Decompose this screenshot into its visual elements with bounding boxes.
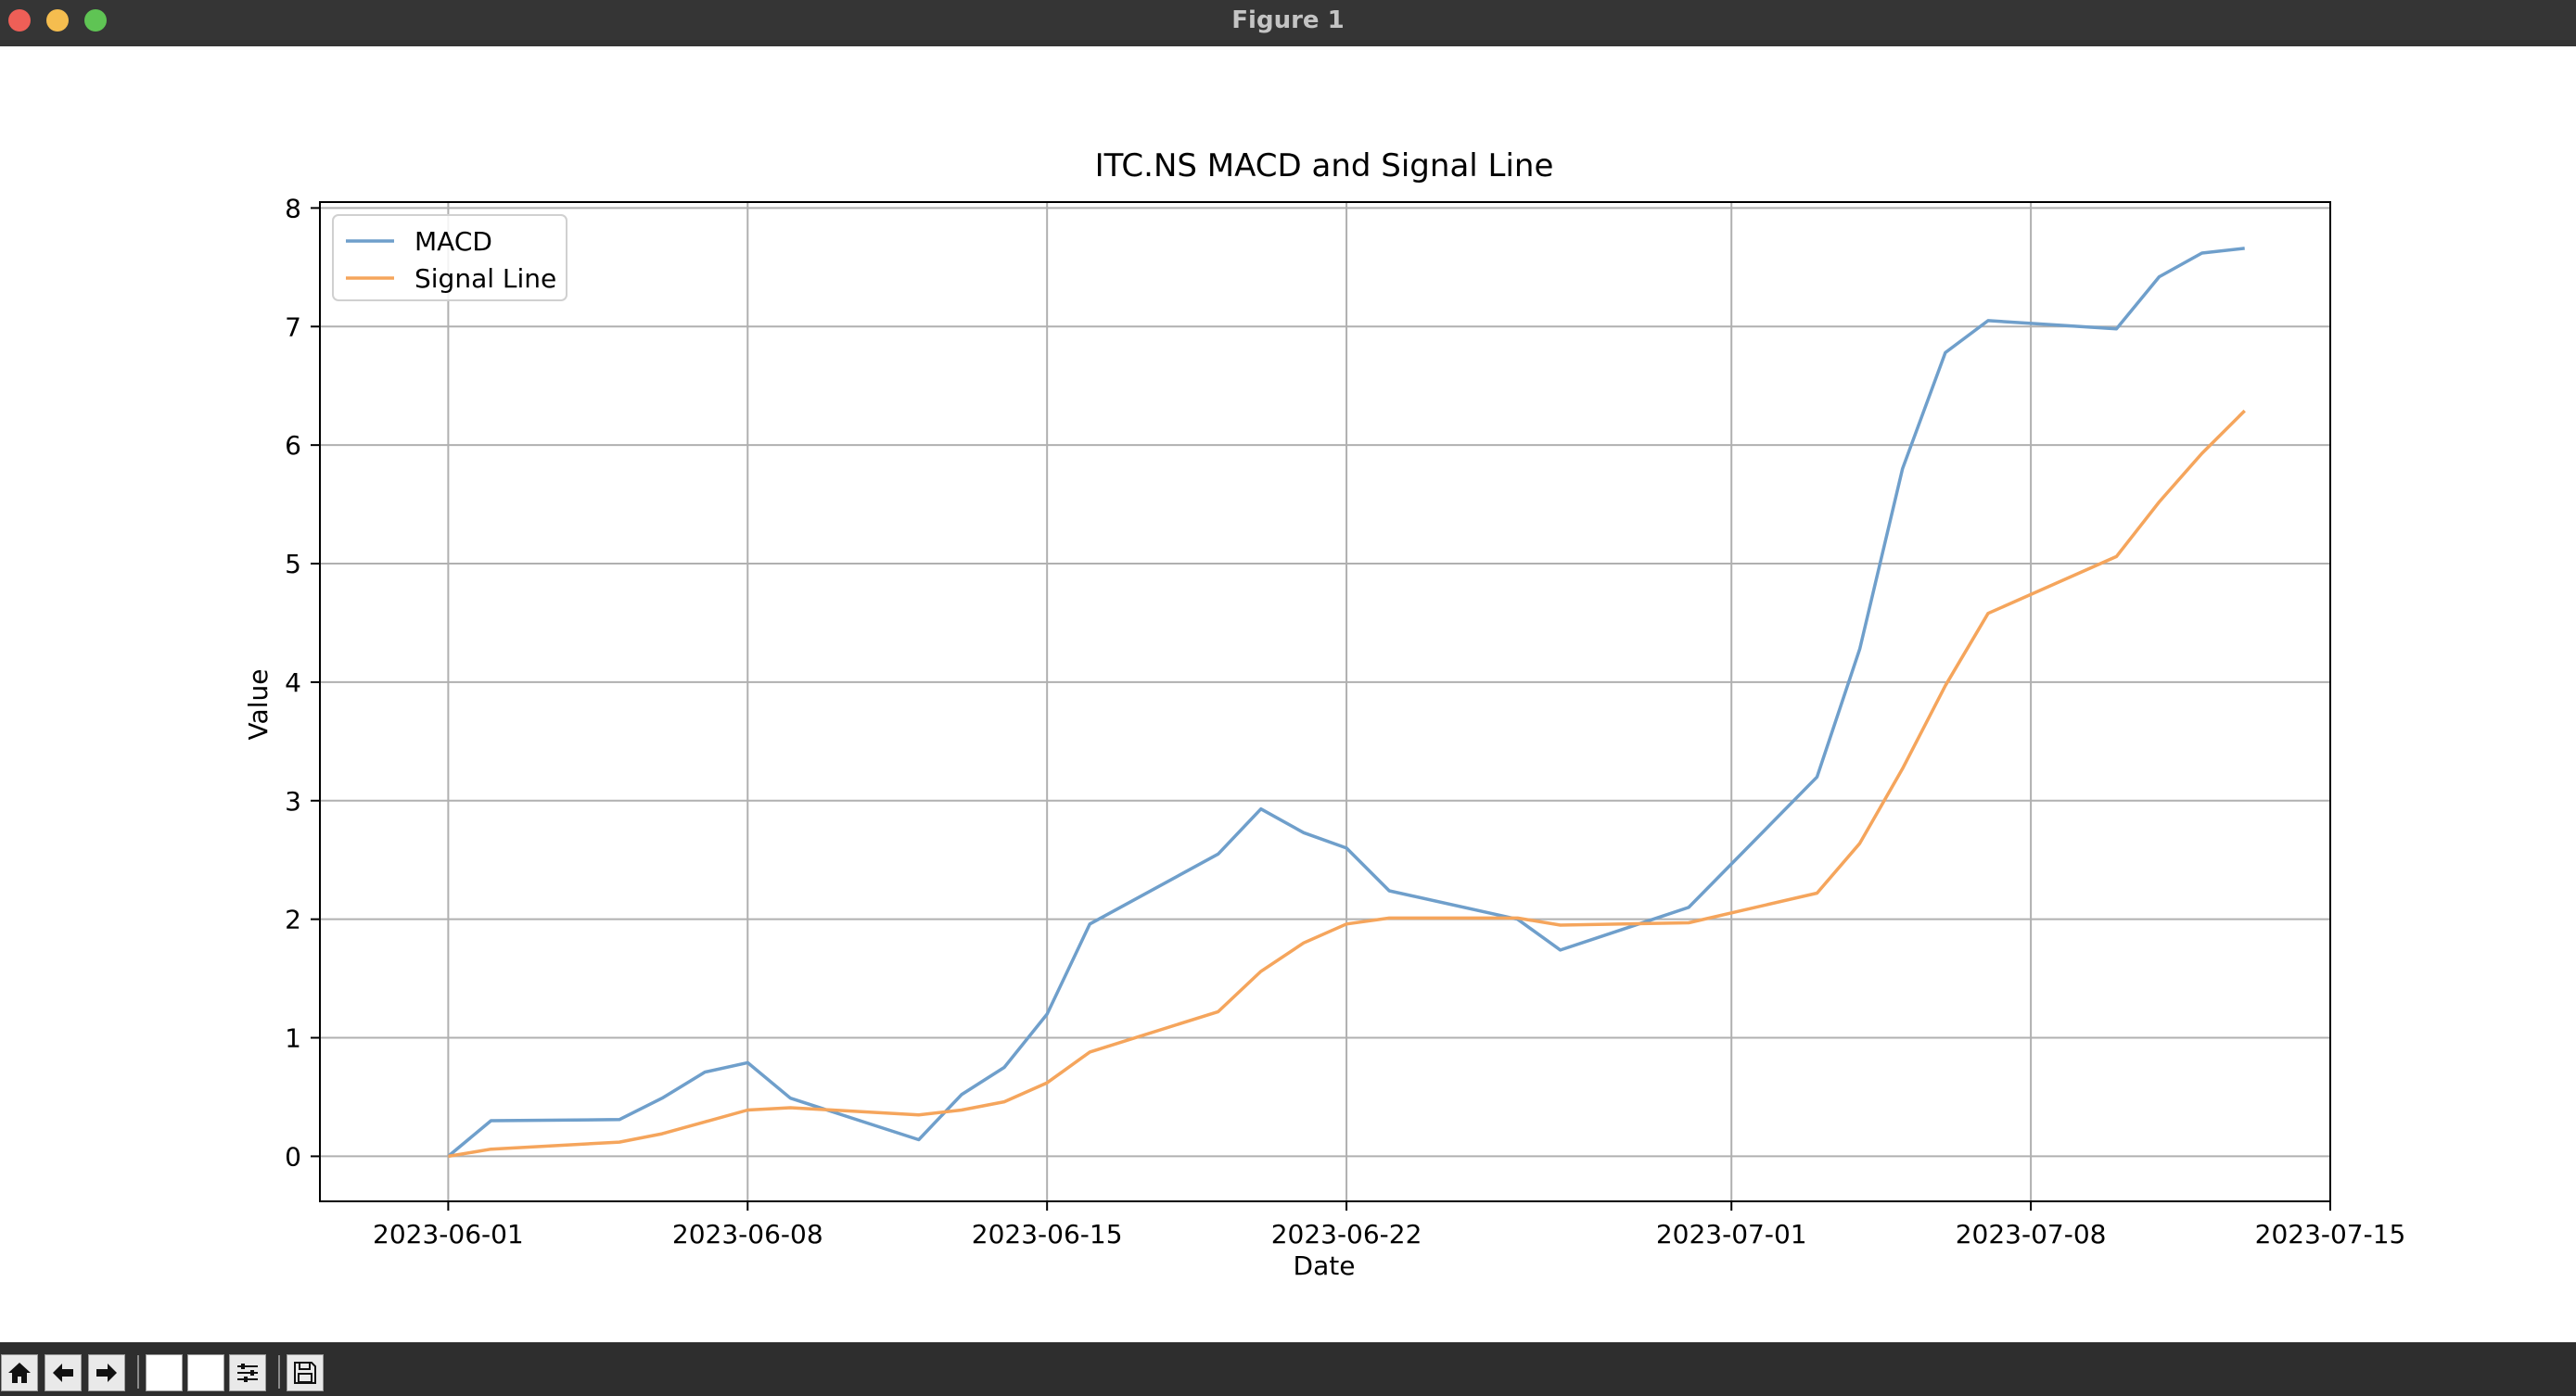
- chart-title: ITC.NS MACD and Signal Line: [1095, 147, 1554, 184]
- figure-canvas: 2023-06-01 2023-06-08 2023-06-15 2023-06-22…: [0, 46, 2576, 1342]
- x-tick-label: 2023-07-15: [2255, 1219, 2406, 1250]
- legend: MACD Signal Line: [332, 214, 567, 301]
- forward-button[interactable]: [88, 1354, 125, 1391]
- home-icon: [8, 1363, 31, 1383]
- pan-icon: [150, 1359, 178, 1387]
- y-tick-label: 3: [285, 786, 301, 817]
- close-window-button[interactable]: [8, 9, 31, 32]
- grid: [320, 202, 2331, 1201]
- axis-ticks: 2023-06-01 2023-06-08 2023-06-15 2023-06-22…: [285, 193, 2405, 1250]
- y-tick-label: 8: [285, 193, 301, 223]
- pan-button[interactable]: [146, 1354, 183, 1391]
- maximize-window-button[interactable]: [84, 9, 107, 32]
- y-tick-label: 4: [285, 667, 301, 698]
- minimize-window-button[interactable]: [46, 9, 69, 32]
- home-button[interactable]: [1, 1354, 38, 1391]
- x-axis-label: Date: [1294, 1250, 1356, 1281]
- back-button[interactable]: [45, 1354, 82, 1391]
- plot-frame: [319, 201, 2331, 1202]
- y-tick-label: 6: [285, 430, 301, 461]
- series-line-signal-line: [448, 409, 2246, 1159]
- x-tick-label: 2023-07-08: [1956, 1219, 2107, 1250]
- window-title: Figure 1: [1231, 6, 1345, 34]
- configure-subplots-button[interactable]: [229, 1354, 266, 1391]
- x-tick-label: 2023-06-15: [972, 1219, 1123, 1250]
- y-tick-label: 1: [285, 1023, 301, 1054]
- legend-label: MACD: [414, 226, 492, 257]
- back-arrow-icon: [53, 1364, 73, 1382]
- zoom-icon: [192, 1359, 220, 1387]
- y-tick-label: 7: [285, 311, 301, 342]
- x-tick-label: 2023-06-01: [373, 1219, 524, 1250]
- toolbar-separator: [137, 1355, 139, 1389]
- forward-arrow-icon: [96, 1364, 117, 1382]
- configure-subplots-icon: [237, 1364, 258, 1382]
- macd-line-chart: 2023-06-01 2023-06-08 2023-06-15 2023-06-22…: [243, 147, 2405, 1281]
- window-titlebar: Figure 1: [0, 0, 2576, 46]
- series-line-macd: [447, 247, 2245, 1158]
- zoom-button[interactable]: [187, 1354, 224, 1391]
- x-tick-label: 2023-06-22: [1271, 1219, 1422, 1250]
- series-lines: [447, 247, 2246, 1159]
- y-tick-label: 2: [285, 905, 301, 935]
- y-tick-label: 5: [285, 549, 301, 579]
- y-axis-label: Value: [243, 669, 274, 741]
- navigation-toolbar: [0, 1342, 2576, 1396]
- x-tick-label: 2023-07-01: [1656, 1219, 1807, 1250]
- save-icon: [294, 1362, 316, 1384]
- y-tick-label: 0: [285, 1141, 301, 1172]
- legend-label: Signal Line: [414, 263, 556, 294]
- save-button[interactable]: [287, 1354, 324, 1391]
- x-tick-label: 2023-06-08: [672, 1219, 823, 1250]
- toolbar-separator: [278, 1355, 280, 1389]
